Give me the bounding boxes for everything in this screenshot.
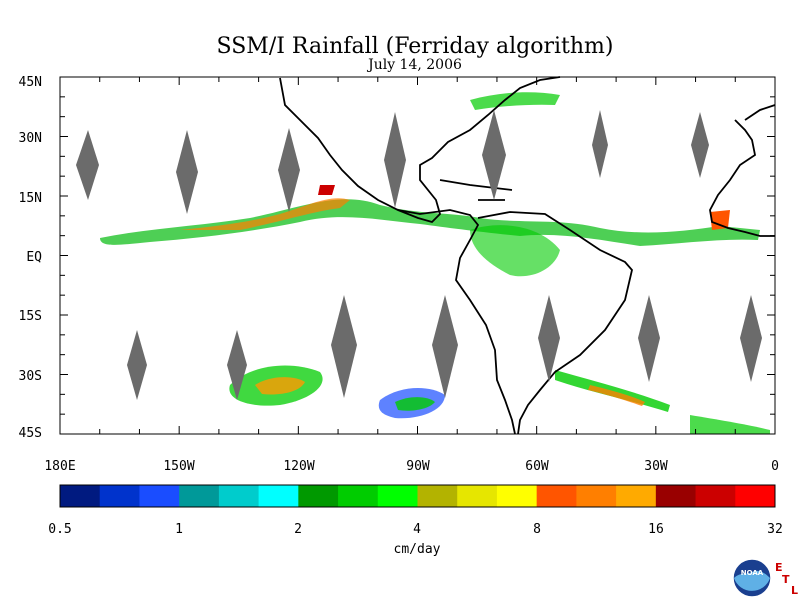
lat-label: 45N xyxy=(19,75,42,90)
colorbar-cell xyxy=(616,485,657,507)
lat-label: 45S xyxy=(19,426,42,441)
logo-letter: E xyxy=(775,561,783,574)
lon-label: 150W xyxy=(163,459,194,474)
lat-label: 30N xyxy=(19,131,42,146)
colorbar-tick-label: 32 xyxy=(767,522,783,537)
logo-letter: L xyxy=(791,584,798,597)
noaa-logo: NOAA E T L xyxy=(732,558,798,598)
colorbar-cell xyxy=(99,485,140,507)
colorbar-tick-label: 8 xyxy=(533,522,541,537)
colorbar-cell xyxy=(298,485,339,507)
colorbar-cell xyxy=(218,485,260,507)
colorbar-cell xyxy=(735,485,776,507)
colorbar-cell xyxy=(139,485,180,507)
colorbar-tick-label: 16 xyxy=(648,522,664,537)
colorbar-cell xyxy=(536,485,577,507)
colorbar-cell xyxy=(576,485,617,507)
lat-label: 15N xyxy=(19,191,42,206)
colorbar-cell xyxy=(695,485,736,507)
rain-field xyxy=(100,92,770,434)
lon-label: 60W xyxy=(525,459,549,474)
colorbar-unit-label: cm/day xyxy=(394,542,441,557)
colorbar-cell xyxy=(60,485,101,507)
lon-label: 30W xyxy=(644,459,668,474)
lon-axis-labels: 180E 150W 120W 90W 60W 30W 0 xyxy=(44,459,779,474)
coastlines xyxy=(279,76,776,435)
lon-label: 90W xyxy=(406,459,430,474)
colorbar-tick-label: 0.5 xyxy=(48,522,71,537)
colorbar-tick-label: 4 xyxy=(413,522,421,537)
swath-gaps xyxy=(76,110,762,400)
lat-label: 15S xyxy=(19,309,42,324)
colorbar-tick-label: 1 xyxy=(175,522,183,537)
colorbar-cell xyxy=(457,485,498,507)
lat-axis-labels: 45N 30N 15N EQ 15S 30S 45S xyxy=(19,75,43,441)
colorbar-cells xyxy=(60,485,776,507)
figure-date: July 14, 2006 xyxy=(366,57,462,73)
figure-title: SSM/I Rainfall (Ferriday algorithm) xyxy=(217,34,614,59)
lat-label: EQ xyxy=(26,250,42,265)
colorbar-cell xyxy=(258,485,299,507)
colorbar-cell xyxy=(338,485,379,507)
colorbar-cell xyxy=(417,485,458,507)
map-panel xyxy=(59,76,776,435)
lon-label: 120W xyxy=(283,459,314,474)
colorbar-cell xyxy=(377,485,418,507)
colorbar-cell xyxy=(655,485,697,507)
colorbar-cell xyxy=(496,485,538,507)
lon-label: 180E xyxy=(44,459,75,474)
colorbar-cell xyxy=(179,485,220,507)
logo-letter: T xyxy=(782,573,790,586)
colorbar-tick-label: 2 xyxy=(294,522,302,537)
lon-label: 0 xyxy=(771,459,779,474)
lat-label: 30S xyxy=(19,369,42,384)
logo-name: NOAA xyxy=(741,569,764,577)
map-tick-marks xyxy=(59,76,776,435)
colorbar: 0.5 1 2 4 8 16 32 cm/day xyxy=(48,484,783,557)
